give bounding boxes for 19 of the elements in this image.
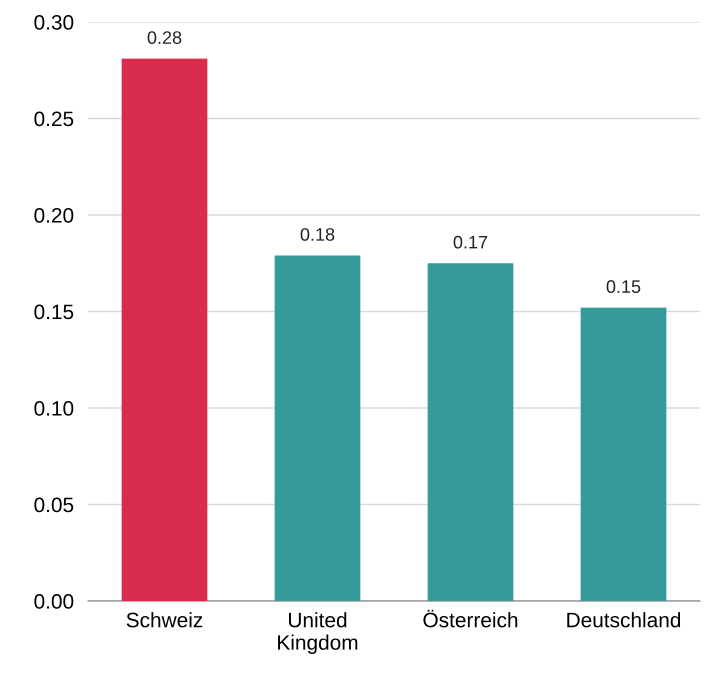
bar [428, 263, 514, 601]
data-label: 0.28 [148, 31, 182, 44]
bar [580, 308, 666, 601]
y-tick-label: 0.15 [34, 304, 74, 320]
data-label: 0.18 [300, 228, 334, 241]
y-tick-label: 0.25 [34, 112, 74, 126]
x-tick-label: Schweiz [126, 612, 202, 628]
y-tick-label: 0.30 [34, 15, 74, 30]
x-tick-label: Deutschland [567, 612, 680, 628]
x-tick-label: Österreich [423, 610, 518, 628]
bar [274, 256, 360, 601]
data-label: 0.15 [606, 280, 640, 293]
x-tick-label: United Kingdom [278, 612, 358, 654]
y-tick-label: 0.05 [34, 498, 74, 512]
y-tick-label: 0.00 [34, 594, 74, 609]
bar [122, 58, 208, 601]
y-tick-label: 0.20 [34, 208, 74, 223]
y-tick-label: 0.10 [34, 401, 74, 416]
data-label: 0.17 [454, 236, 488, 249]
